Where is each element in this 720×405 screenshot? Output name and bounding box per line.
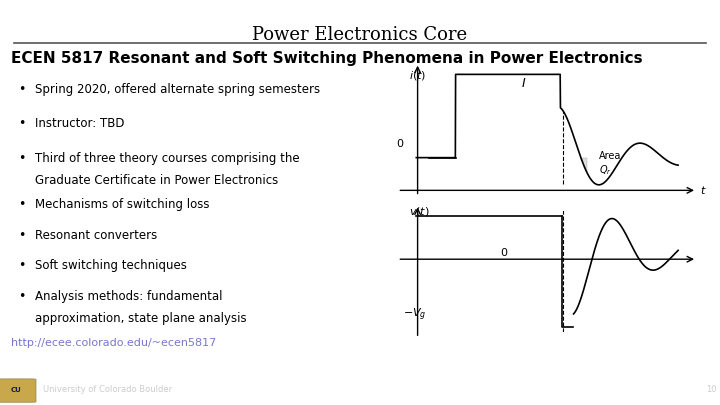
Text: $I$: $I$: [521, 77, 527, 90]
Text: Area
$Q_r$: Area $Q_r$: [599, 151, 621, 177]
Text: $i(t)$: $i(t)$: [409, 69, 426, 82]
Text: ECEN 5817 Resonant and Soft Switching Phenomena in Power Electronics: ECEN 5817 Resonant and Soft Switching Ph…: [11, 51, 642, 66]
Text: approximation, state plane analysis: approximation, state plane analysis: [35, 312, 246, 325]
Text: CU: CU: [11, 387, 21, 393]
Text: 10: 10: [706, 385, 716, 394]
Text: Mechanisms of switching loss: Mechanisms of switching loss: [35, 198, 209, 211]
Text: 0: 0: [500, 248, 508, 258]
Text: $v(t)$: $v(t)$: [409, 205, 430, 217]
Text: Third of three theory courses comprising the: Third of three theory courses comprising…: [35, 152, 300, 165]
Text: http://ecee.colorado.edu/~ecen5817: http://ecee.colorado.edu/~ecen5817: [11, 338, 216, 348]
Text: Resonant converters: Resonant converters: [35, 229, 157, 242]
Text: •: •: [18, 290, 25, 303]
Text: Power Electronics Core: Power Electronics Core: [253, 26, 467, 44]
Text: •: •: [18, 229, 25, 242]
Text: •: •: [18, 83, 25, 96]
Text: Graduate Certificate in Power Electronics: Graduate Certificate in Power Electronic…: [35, 174, 278, 187]
Text: $t$: $t$: [700, 184, 706, 196]
Text: Instructor: TBD: Instructor: TBD: [35, 117, 124, 130]
Text: University of Colorado Boulder: University of Colorado Boulder: [43, 385, 172, 394]
Text: •: •: [18, 259, 25, 272]
Text: Analysis methods: fundamental: Analysis methods: fundamental: [35, 290, 222, 303]
Text: •: •: [18, 117, 25, 130]
Text: $-V_g$: $-V_g$: [403, 307, 427, 323]
Text: •: •: [18, 198, 25, 211]
Text: Spring 2020, offered alternate spring semesters: Spring 2020, offered alternate spring se…: [35, 83, 320, 96]
Text: •: •: [18, 152, 25, 165]
FancyBboxPatch shape: [0, 379, 36, 402]
Text: Soft switching techniques: Soft switching techniques: [35, 259, 186, 272]
Text: 0: 0: [396, 139, 403, 149]
